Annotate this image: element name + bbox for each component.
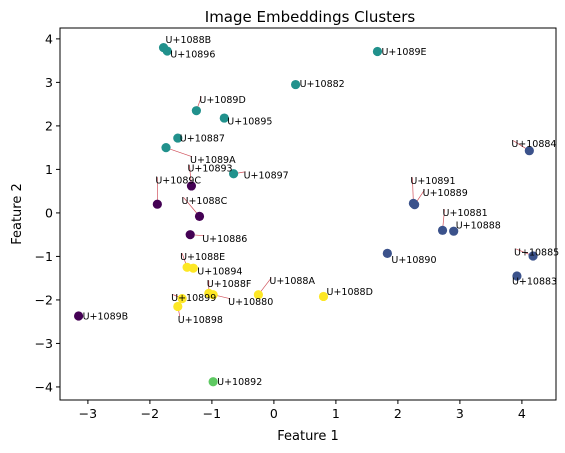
data-points bbox=[74, 42, 538, 387]
point-label: U+10888 bbox=[456, 221, 501, 232]
point-label: U+10883 bbox=[512, 277, 557, 288]
y-tick-label: −1 bbox=[35, 249, 53, 264]
point-label: U+1089C bbox=[155, 176, 201, 187]
x-tick-label: 4 bbox=[518, 406, 526, 421]
data-point bbox=[177, 294, 187, 304]
point-label: U+10898 bbox=[178, 315, 223, 326]
data-point bbox=[512, 271, 522, 281]
x-axis-label: Feature 1 bbox=[277, 429, 339, 444]
data-point bbox=[74, 311, 84, 321]
data-point bbox=[410, 200, 420, 210]
point-label: U+10880 bbox=[228, 297, 273, 308]
x-tick-label: 3 bbox=[456, 406, 464, 421]
y-tick-label: 2 bbox=[45, 118, 53, 133]
point-label: U+1088A bbox=[269, 276, 315, 287]
data-point bbox=[161, 143, 171, 153]
data-point bbox=[219, 113, 229, 123]
data-point bbox=[449, 226, 459, 236]
data-point bbox=[188, 263, 198, 273]
data-point bbox=[152, 199, 162, 209]
point-label: U+1088C bbox=[182, 196, 228, 207]
point-label: U+10884 bbox=[511, 139, 556, 150]
x-tick-label: −2 bbox=[141, 406, 159, 421]
data-point bbox=[162, 46, 172, 56]
x-tick-label: −1 bbox=[203, 406, 221, 421]
data-point bbox=[186, 181, 197, 191]
point-label: U+10899 bbox=[171, 293, 216, 304]
point-label: U+1089D bbox=[199, 95, 245, 106]
y-tick-label: 0 bbox=[45, 205, 53, 220]
point-label: U+1088E bbox=[180, 252, 225, 263]
y-tick-label: 3 bbox=[45, 75, 53, 90]
y-tick-label: −3 bbox=[35, 336, 53, 351]
y-tick-label: −2 bbox=[35, 292, 53, 307]
data-point bbox=[229, 169, 239, 179]
point-label: U+10881 bbox=[443, 208, 488, 219]
data-point bbox=[208, 290, 218, 300]
point-label: U+10890 bbox=[391, 255, 436, 266]
point-label: U+10885 bbox=[514, 247, 559, 258]
point-label: U+1089A bbox=[190, 155, 236, 166]
data-point bbox=[185, 230, 195, 240]
y-tick-label: 1 bbox=[45, 162, 53, 177]
y-axis-ticks: −4 −3 −2 −1 0 1 2 3 4 bbox=[35, 31, 60, 394]
data-point bbox=[194, 211, 205, 221]
point-label: U+1088D bbox=[327, 287, 373, 298]
point-label: U+10886 bbox=[202, 234, 247, 245]
y-tick-label: 4 bbox=[45, 31, 53, 46]
point-label: U+10882 bbox=[300, 79, 345, 90]
data-point bbox=[372, 46, 383, 57]
x-tick-label: 2 bbox=[394, 406, 402, 421]
point-labels: U+1088B U+10896 U+1089E U+10882 U+1089D U+108… bbox=[83, 35, 560, 388]
point-label: U+10895 bbox=[227, 117, 272, 128]
data-point bbox=[528, 251, 538, 261]
point-label: U+10891 bbox=[410, 176, 455, 187]
x-tick-label: −3 bbox=[79, 406, 97, 421]
point-label: U+10894 bbox=[197, 267, 242, 278]
y-axis-label: Feature 2 bbox=[10, 183, 25, 245]
point-label: U+10892 bbox=[217, 377, 262, 388]
point-label: U+1088B bbox=[166, 35, 212, 46]
point-label: U+10896 bbox=[170, 50, 215, 61]
point-label: U+10889 bbox=[423, 188, 468, 199]
data-point bbox=[173, 301, 183, 312]
x-tick-label: 0 bbox=[270, 406, 278, 421]
data-point bbox=[382, 248, 392, 258]
point-label: U+1088F bbox=[207, 279, 252, 290]
y-tick-label: −4 bbox=[35, 379, 53, 394]
data-point bbox=[191, 106, 201, 116]
point-label: U+10887 bbox=[180, 134, 225, 145]
plot-area bbox=[59, 27, 557, 401]
point-label: U+1089E bbox=[381, 47, 426, 58]
data-point bbox=[291, 79, 301, 90]
data-point bbox=[208, 377, 218, 387]
point-label: U+1089B bbox=[83, 312, 129, 323]
x-tick-label: 1 bbox=[332, 406, 340, 421]
data-point bbox=[318, 291, 329, 302]
point-label: U+10893 bbox=[187, 163, 232, 174]
chart-title: Image Embeddings Clusters bbox=[205, 8, 416, 26]
data-point bbox=[524, 146, 534, 156]
data-point bbox=[437, 225, 448, 235]
data-point bbox=[253, 290, 263, 300]
x-axis-ticks: −3 −2 −1 0 1 2 3 4 bbox=[79, 400, 526, 421]
point-label: U+10897 bbox=[244, 170, 289, 181]
data-point bbox=[173, 133, 183, 143]
